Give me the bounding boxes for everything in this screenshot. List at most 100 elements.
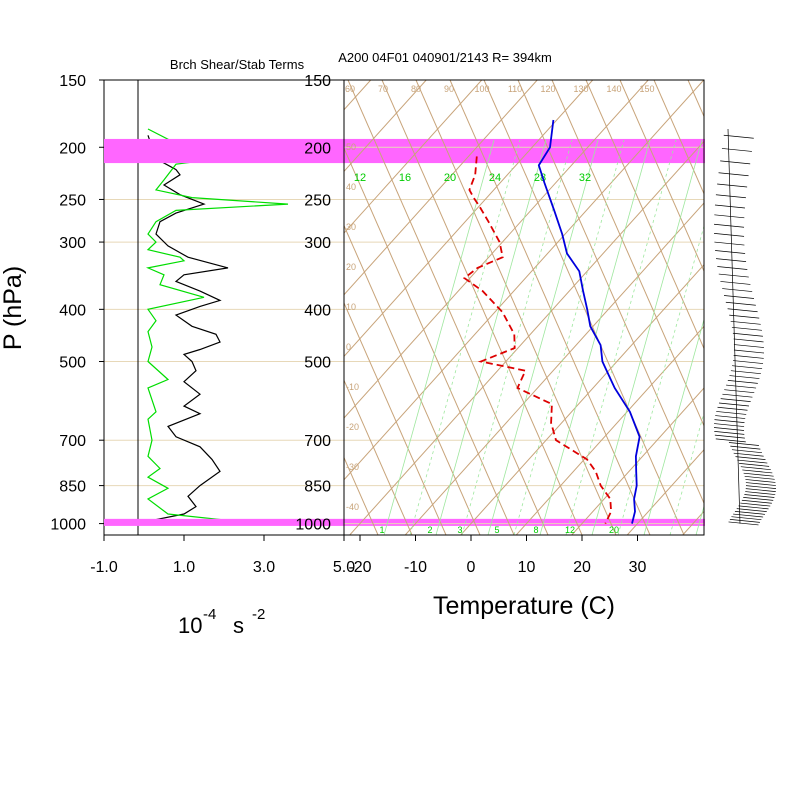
dewpoint-line (462, 156, 613, 524)
left-y-tick-label: 500 (59, 355, 86, 372)
wind-barb (732, 365, 763, 370)
mixing-ratio-line (487, 139, 599, 535)
wind-barb (728, 521, 759, 526)
dry-adiabat-line (344, 379, 413, 535)
dry-adiabat-label: 120 (540, 84, 555, 94)
moist-adiabat-label: 40 (346, 182, 356, 192)
mixing-ratio-bottom-label: 20 (609, 525, 619, 535)
wind-barb (740, 466, 771, 471)
wind-barb (714, 434, 745, 439)
wind-barb (723, 295, 755, 299)
wind-barb (720, 398, 751, 402)
isotherm-line (349, 140, 704, 535)
left-panel-title: Brch Shear/Stab Terms (170, 57, 305, 72)
skewt-y-ticks: 150 200 250 300 400 500 700 850 1000 (295, 73, 331, 534)
mixing-ratio-line (643, 318, 704, 535)
wind-barb (717, 406, 748, 411)
wind-barb (716, 258, 747, 262)
mixing-ratio-bottom-label: 8 (533, 525, 538, 535)
mixing-ratio-bottom-label: 12 (565, 525, 575, 535)
wind-barb (733, 338, 764, 343)
skewt-y-tick-label: 300 (304, 235, 331, 252)
dry-adiabat-line (344, 301, 447, 535)
left-y-ticks: 150 200 250 300 400 500 700 850 1000 (50, 73, 104, 534)
wind-barb (733, 344, 764, 348)
wind-barb (717, 183, 748, 188)
dry-adiabat-line (790, 80, 800, 535)
highlight-bands (104, 138, 705, 526)
wind-barb (720, 160, 751, 165)
wind-barb (714, 241, 745, 246)
wind-barb (743, 497, 774, 501)
dry-adiabat-label: 90 (444, 84, 454, 94)
mixing-ratio-line (513, 139, 625, 535)
left-x-tick-label: 1.0 (173, 559, 195, 576)
left-x-label-exp: -4 (203, 606, 216, 623)
skewt-x-axis-label: Temperature (C) (433, 592, 615, 620)
wind-barb (727, 380, 758, 384)
dry-adiabat-line (756, 80, 800, 535)
left-x-label-unit-exp: -2 (252, 606, 265, 623)
skewt-x-tick-label: 20 (573, 559, 591, 576)
wind-barb (713, 427, 745, 431)
moist-adiabat-label: -20 (346, 422, 359, 432)
isotherm-line (626, 448, 704, 535)
wind-barb (715, 194, 746, 199)
wind-barb (738, 505, 769, 510)
highlight-band (104, 518, 705, 526)
left-x-tick-label: 5.0 (333, 559, 355, 576)
left-y-tick-label: 1000 (50, 517, 86, 534)
wind-barb (726, 384, 757, 389)
wind-barb (730, 445, 761, 450)
dry-adiabat-line (517, 80, 704, 505)
skewt-y-tick-label: 400 (304, 302, 331, 319)
left-series-line-1 (147, 135, 229, 522)
wind-barb (741, 499, 772, 504)
wind-barb (714, 419, 745, 423)
left-y-tick-label: 850 (59, 479, 86, 496)
dry-adiabat-line (483, 80, 685, 535)
left-series-group (145, 128, 289, 522)
wind-barb (733, 452, 764, 457)
dry-adiabat-line (619, 80, 704, 273)
wind-barb (714, 204, 746, 209)
wind-barb (731, 326, 762, 331)
moist-adiabat-label: -30 (346, 462, 359, 472)
wind-barb (740, 502, 771, 507)
left-y-tick-label: 400 (59, 302, 86, 319)
wind-barb (731, 516, 762, 521)
mixing-ratio-line (669, 411, 704, 535)
skewt-x-tick-label: -10 (404, 559, 427, 576)
wind-barb (714, 423, 745, 427)
wind-barb (739, 463, 770, 467)
skewt-y-tick-label: 1000 (295, 517, 331, 534)
wind-barb (715, 250, 746, 254)
wind-barb (718, 172, 749, 177)
mixing-ratio-label: 16 (399, 172, 411, 184)
left-x-tick-label: -1.0 (90, 559, 118, 576)
mixing-ratio-bottom-label: 5 (494, 525, 499, 535)
wind-barb (714, 430, 745, 435)
left-y-tick-label: 250 (59, 192, 86, 209)
left-y-axis-label: P (hPa) (0, 266, 27, 350)
skewt-y-tick-label: 200 (304, 140, 331, 157)
wind-barb (732, 360, 764, 364)
dry-adiabat-line (344, 456, 379, 535)
skewt-x-tick-label: 30 (629, 559, 647, 576)
left-x-axis-label: 10 -4 s -2 (178, 606, 265, 638)
isotherm-line (344, 80, 427, 173)
wind-barb (725, 301, 756, 306)
isotherm-line (344, 80, 594, 358)
mixing-ratio-line (591, 139, 703, 535)
dry-adiabat-line (585, 80, 704, 350)
mixing-ratio-label: 20 (444, 172, 456, 184)
moist-adiabat-label: -10 (346, 382, 359, 392)
isotherm-line (404, 202, 704, 535)
skewt-y-tick-label: 150 (304, 73, 331, 90)
moist-adiabat-label: 20 (346, 262, 356, 272)
skewt-x-tick-label: -20 (348, 559, 371, 576)
wind-barb (732, 332, 763, 337)
mixing-ratio-label: 32 (579, 172, 591, 184)
